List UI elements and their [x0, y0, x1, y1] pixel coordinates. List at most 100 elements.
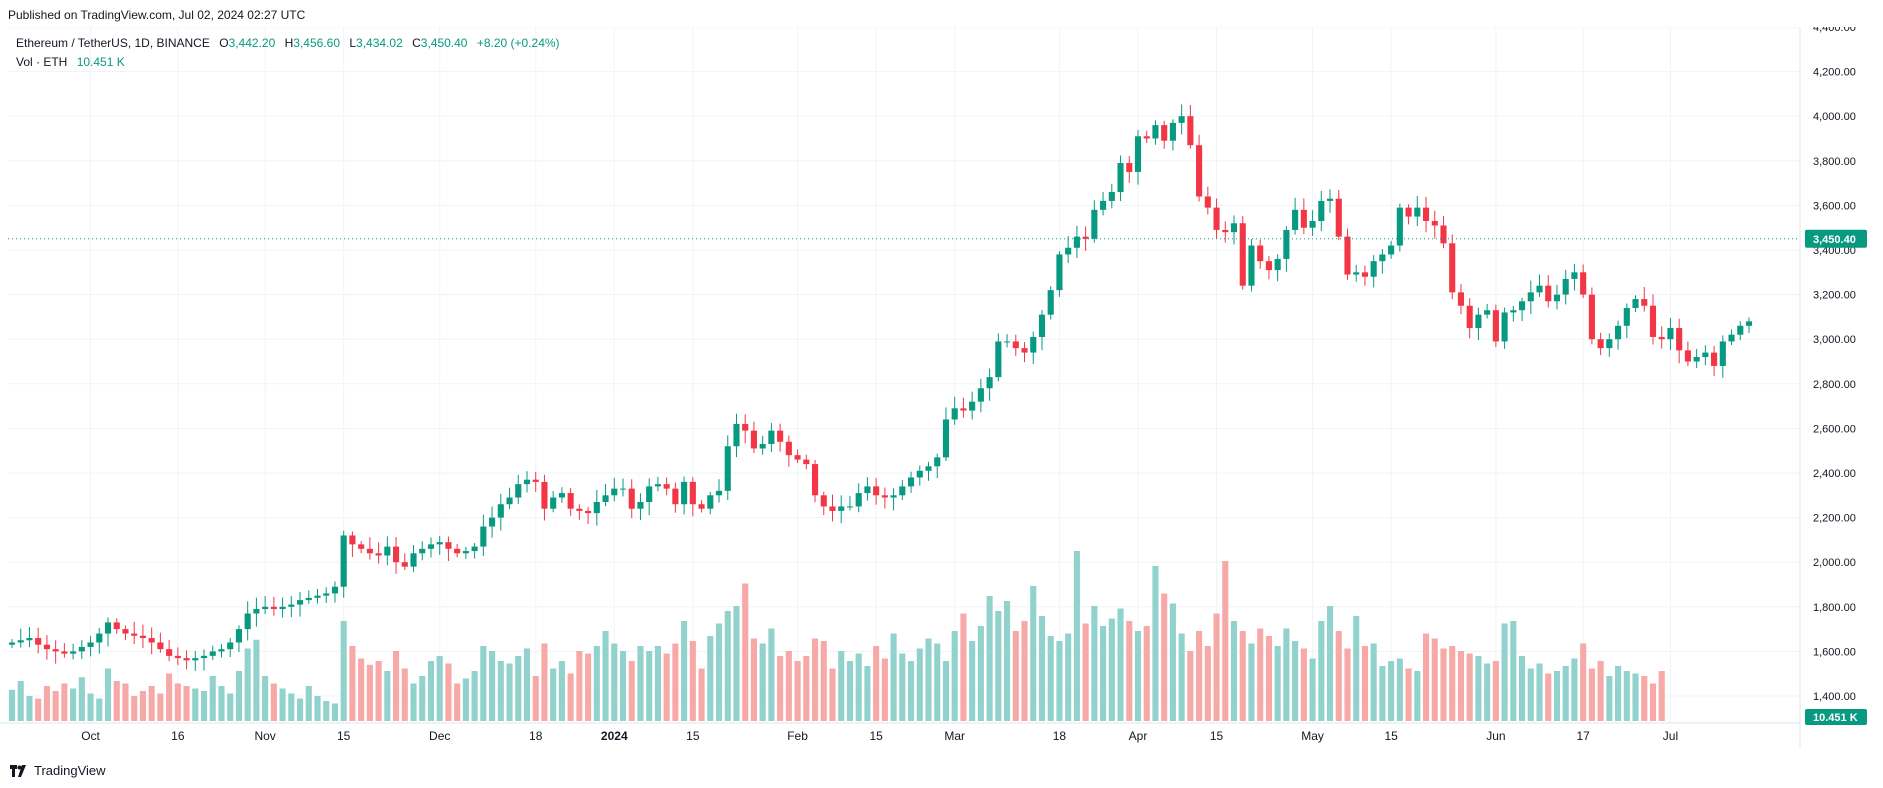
candle-body[interactable] — [873, 486, 880, 496]
candle-body[interactable] — [1457, 292, 1465, 306]
candle-body[interactable] — [1134, 136, 1142, 172]
candle-body[interactable] — [916, 470, 923, 478]
candle-body[interactable] — [829, 506, 836, 511]
candle-body[interactable] — [288, 604, 295, 607]
candle-body[interactable] — [1152, 125, 1159, 139]
candle-body[interactable] — [864, 486, 871, 494]
candle-body[interactable] — [471, 546, 478, 552]
candle-body[interactable] — [1632, 299, 1639, 308]
candle-body[interactable] — [1248, 245, 1255, 286]
candle-body[interactable] — [925, 466, 932, 471]
candle-body[interactable] — [811, 464, 819, 496]
candle-body[interactable] — [401, 562, 408, 567]
candle-body[interactable] — [279, 606, 286, 610]
legend-volume-label[interactable]: Vol · ETH — [16, 55, 68, 69]
candle-body[interactable] — [1091, 209, 1098, 239]
candle-body[interactable] — [803, 459, 810, 465]
candle-body[interactable] — [1414, 207, 1421, 217]
candle-body[interactable] — [899, 486, 906, 496]
candle-body[interactable] — [87, 642, 94, 647]
candle-body[interactable] — [497, 504, 504, 518]
candle-body[interactable] — [707, 495, 714, 509]
candle-body[interactable] — [480, 526, 487, 547]
candle-body[interactable] — [1606, 339, 1613, 349]
candle-body[interactable] — [619, 488, 627, 490]
candle-body[interactable] — [1475, 314, 1482, 329]
time-axis[interactable]: Oct 16 Nov 15 Dec 18 2024 15 Feb 15 Mar 18 Apr 15 May 1… — [81, 729, 1678, 743]
candle-body[interactable] — [419, 548, 426, 554]
candle-body[interactable] — [602, 495, 609, 502]
candle-body[interactable] — [1108, 192, 1115, 201]
candle-body[interactable] — [1684, 350, 1691, 362]
candle-body[interactable] — [331, 586, 339, 594]
candle-body[interactable] — [558, 493, 565, 498]
candle-body[interactable] — [1379, 254, 1386, 262]
candle-body[interactable] — [70, 651, 77, 654]
candle-body[interactable] — [698, 504, 705, 509]
candle-body[interactable] — [1745, 321, 1753, 326]
candle-body[interactable] — [785, 441, 792, 456]
candle-body[interactable] — [672, 488, 679, 505]
legend-symbol[interactable]: Ethereum / TetherUS, 1D, BINANCE — [16, 36, 210, 50]
candle-body[interactable] — [227, 642, 234, 650]
candle-body[interactable] — [715, 490, 723, 496]
candle-body[interactable] — [1484, 310, 1491, 315]
candle-body[interactable] — [1239, 223, 1246, 286]
candle-body[interactable] — [1536, 285, 1543, 293]
candle-body[interactable] — [654, 484, 661, 487]
candle-body[interactable] — [235, 629, 242, 643]
candle-body[interactable] — [244, 613, 251, 630]
candle-body[interactable] — [1545, 285, 1552, 302]
candle-body[interactable] — [445, 542, 452, 549]
candle-body[interactable] — [1047, 290, 1054, 315]
candle-body[interactable] — [1693, 357, 1700, 362]
candle-body[interactable] — [1300, 209, 1307, 228]
candle-body[interactable] — [846, 506, 854, 508]
candle-body[interactable] — [1649, 305, 1657, 337]
candle-body[interactable] — [576, 508, 583, 511]
candle-body[interactable] — [1161, 125, 1168, 141]
candle-body[interactable] — [1230, 223, 1238, 233]
candle-body[interactable] — [1571, 272, 1578, 279]
candle-body[interactable] — [1623, 307, 1630, 326]
candle-body[interactable] — [1388, 245, 1395, 255]
candle-body[interactable] — [52, 649, 59, 652]
candle-body[interactable] — [1326, 198, 1334, 201]
candle-body[interactable] — [1283, 229, 1290, 259]
candle-body[interactable] — [750, 430, 757, 449]
candle-body[interactable] — [881, 495, 888, 498]
candle-body[interactable] — [1667, 328, 1674, 340]
candle-body[interactable] — [1519, 301, 1526, 311]
candle-body[interactable] — [1344, 236, 1351, 275]
candle-body[interactable] — [986, 377, 993, 389]
candle-body[interactable] — [166, 649, 173, 656]
candle-body[interactable] — [637, 501, 644, 509]
candle-body[interactable] — [969, 401, 976, 411]
candle-body[interactable] — [96, 633, 103, 643]
candle-body[interactable] — [1030, 336, 1037, 353]
candle-body[interactable] — [506, 497, 513, 505]
candle-body[interactable] — [951, 408, 958, 420]
candle-body[interactable] — [296, 600, 304, 605]
candle-body[interactable] — [349, 535, 356, 545]
candle-body[interactable] — [314, 595, 321, 598]
candle-body[interactable] — [1580, 272, 1587, 295]
candle-body[interactable] — [113, 622, 120, 630]
candle-body[interactable] — [1292, 209, 1299, 230]
candle-body[interactable] — [1335, 198, 1342, 237]
candle-body[interactable] — [1588, 294, 1595, 340]
candle-body[interactable] — [1658, 336, 1665, 340]
candle-body[interactable] — [768, 430, 775, 445]
candle-body[interactable] — [192, 658, 199, 661]
candle-body[interactable] — [375, 553, 382, 556]
candle-body[interactable] — [43, 644, 50, 650]
candle-body[interactable] — [1257, 245, 1264, 262]
candle-body[interactable] — [1065, 247, 1072, 255]
candle-body[interactable] — [611, 488, 618, 496]
candle-body[interactable] — [1527, 292, 1534, 302]
candle-body[interactable] — [61, 651, 68, 654]
candle-body[interactable] — [104, 622, 112, 634]
candle-body[interactable] — [855, 493, 862, 507]
candle-body[interactable] — [1169, 122, 1176, 141]
candle-body[interactable] — [689, 481, 696, 505]
